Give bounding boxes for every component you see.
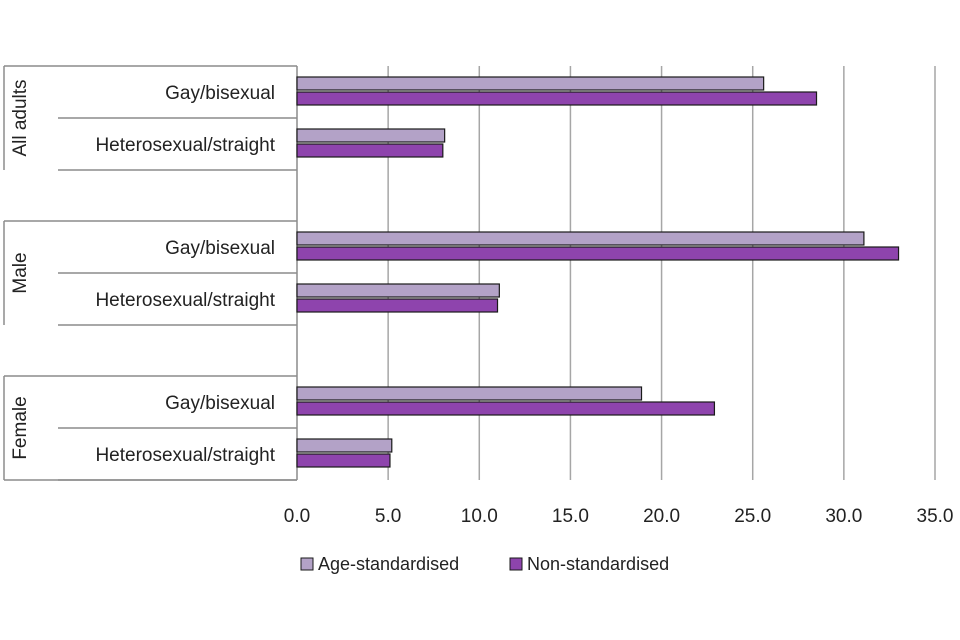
category-label: Gay/bisexual [165, 83, 275, 104]
category-label: Gay/bisexual [165, 238, 275, 259]
x-tick-label: 35.0 [917, 506, 954, 527]
group-label: All adults [10, 79, 31, 156]
bar-age-standardised [296, 128, 446, 143]
bar-non-standardised [296, 91, 818, 106]
category-label: Heterosexual/straight [95, 290, 275, 311]
group-label: Female [10, 396, 31, 459]
legend-label: Age-standardised [318, 554, 459, 574]
x-tick-label: 30.0 [825, 506, 862, 527]
legend-label: Non-standardised [527, 554, 669, 574]
bar-non-standardised [296, 246, 900, 261]
gridlines [387, 66, 936, 480]
x-tick-label: 15.0 [552, 506, 589, 527]
bar-age-standardised [296, 438, 393, 453]
group-label: Male [10, 252, 31, 293]
x-tick-label: 0.0 [284, 506, 310, 527]
bar-age-standardised [296, 283, 500, 298]
legend-swatch [509, 557, 523, 571]
x-tick-label: 25.0 [734, 506, 771, 527]
bar-non-standardised [296, 143, 444, 158]
legend: Age-standardised Non-standardised [300, 554, 669, 574]
axes [3, 65, 298, 481]
category-labels: All adults Gay/bisexual Heterosexual/strai… [10, 79, 276, 466]
bar-age-standardised [296, 231, 865, 246]
x-axis-tick-labels: 0.0 5.0 10.0 15.0 20.0 25.0 30.0 35.0 [284, 506, 954, 527]
category-label: Heterosexual/straight [95, 445, 275, 466]
x-tick-label: 10.0 [461, 506, 498, 527]
x-tick-label: 5.0 [375, 506, 401, 527]
bar-non-standardised [296, 401, 716, 416]
bars [296, 76, 900, 468]
bar-non-standardised [296, 453, 391, 468]
legend-swatch [300, 557, 314, 571]
category-label: Gay/bisexual [165, 393, 275, 414]
x-tick-label: 20.0 [643, 506, 680, 527]
bar-non-standardised [296, 298, 499, 313]
bar-age-standardised [296, 76, 765, 91]
category-label: Heterosexual/straight [95, 135, 275, 156]
bar-age-standardised [296, 386, 643, 401]
